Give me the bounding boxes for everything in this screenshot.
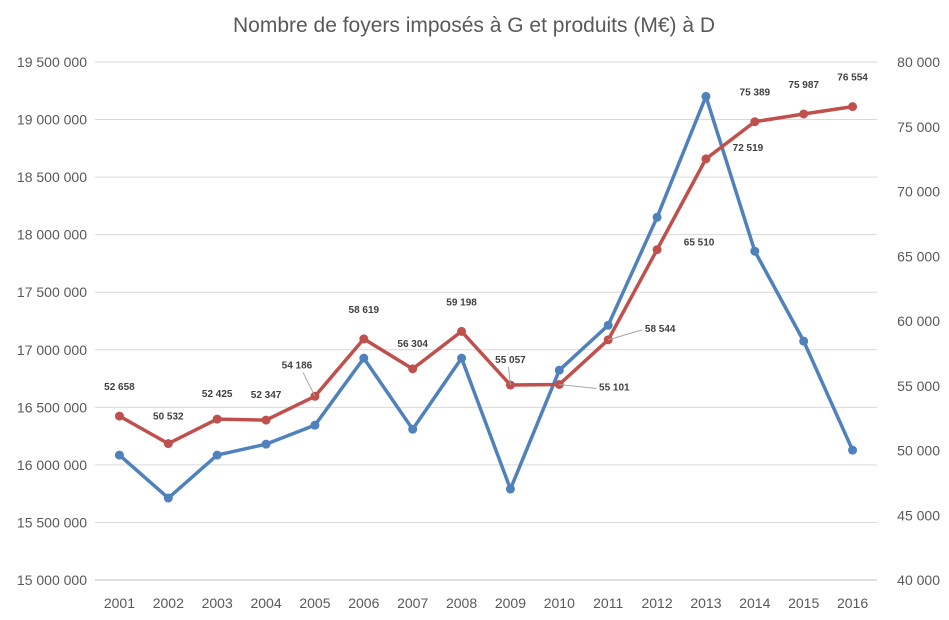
data-label: 59 198 <box>446 297 477 308</box>
y-left-tick-label: 15 500 000 <box>17 514 87 530</box>
series-line-produits <box>118 104 853 446</box>
data-point <box>408 364 418 374</box>
y-left-tick-label: 17 500 000 <box>17 284 87 300</box>
x-tick-label: 2002 <box>153 595 184 611</box>
y-right-tick-label: 60 000 <box>897 313 940 329</box>
data-label: 75 987 <box>788 80 819 91</box>
data-point <box>799 109 809 119</box>
data-point <box>261 415 271 425</box>
data-point <box>652 212 662 222</box>
y-left-tick-label: 19 000 000 <box>17 112 87 128</box>
y-right-tick-label: 45 000 <box>897 507 940 523</box>
leader-line <box>608 329 643 341</box>
x-tick-label: 2006 <box>348 595 379 611</box>
data-point <box>359 334 369 344</box>
data-label: 54 186 <box>282 360 313 371</box>
y-right-tick-label: 80 000 <box>897 54 940 70</box>
data-label: 75 389 <box>740 88 771 99</box>
x-tick-label: 2004 <box>250 595 281 611</box>
data-label: 56 304 <box>397 339 428 350</box>
data-point <box>750 246 760 256</box>
x-tick-label: 2014 <box>739 595 770 611</box>
data-label: 76 554 <box>837 73 868 84</box>
data-label: 52 347 <box>251 390 282 401</box>
data-point <box>701 154 711 164</box>
data-point <box>212 450 222 460</box>
x-tick-label: 2016 <box>837 595 868 611</box>
y-left-tick-label: 18 000 000 <box>17 227 87 243</box>
y-right-tick-label: 70 000 <box>897 184 940 200</box>
data-point <box>114 450 124 460</box>
data-point <box>750 117 760 127</box>
data-label: 65 510 <box>684 238 715 249</box>
y-left-tick-label: 16 000 000 <box>17 457 87 473</box>
x-tick-label: 2005 <box>299 595 330 611</box>
leader-line <box>302 372 316 397</box>
y-right-tick-label: 40 000 <box>897 572 940 588</box>
x-tick-label: 2007 <box>397 595 428 611</box>
data-point <box>799 336 809 346</box>
x-tick-label: 2012 <box>641 595 672 611</box>
data-label: 52 658 <box>104 382 135 393</box>
y-right-tick-label: 75 000 <box>897 119 940 135</box>
data-point <box>701 91 711 101</box>
data-label: 55 057 <box>495 355 526 366</box>
series-line-foyers <box>118 94 855 500</box>
x-tick-label: 2011 <box>593 595 623 611</box>
y-left-tick-label: 15 000 000 <box>17 572 87 588</box>
x-tick-label: 2001 <box>104 595 135 611</box>
x-tick-label: 2003 <box>202 595 233 611</box>
data-point <box>603 320 613 330</box>
data-point <box>163 439 173 449</box>
data-point <box>505 484 515 494</box>
y-right-tick-label: 50 000 <box>897 443 940 459</box>
y-left-tick-label: 16 500 000 <box>17 399 87 415</box>
data-label: 50 532 <box>153 412 184 423</box>
data-point <box>114 411 124 421</box>
chart-title: Nombre de foyers imposés à G et produits… <box>233 14 715 37</box>
data-point <box>359 353 369 363</box>
data-point <box>457 353 467 363</box>
data-label: 72 519 <box>733 143 764 154</box>
x-tick-label: 2009 <box>495 595 526 611</box>
data-point <box>212 414 222 424</box>
data-label: 58 544 <box>645 324 676 335</box>
data-point <box>652 245 662 255</box>
data-point <box>848 445 858 455</box>
data-label: 58 619 <box>349 305 380 316</box>
data-point <box>848 102 858 112</box>
data-point <box>457 326 467 336</box>
data-point <box>261 439 271 449</box>
x-tick-label: 2010 <box>544 595 575 611</box>
leader-line <box>559 383 597 389</box>
data-point <box>554 365 564 375</box>
leader-line <box>507 366 511 386</box>
y-right-tick-label: 65 000 <box>897 248 940 264</box>
data-point <box>310 420 320 430</box>
y-left-tick-label: 17 000 000 <box>17 342 87 358</box>
x-tick-label: 2008 <box>446 595 477 611</box>
y-right-tick-label: 55 000 <box>897 378 940 394</box>
data-label: 52 425 <box>202 389 233 400</box>
data-point <box>408 424 418 434</box>
y-left-tick-label: 18 500 000 <box>17 169 87 185</box>
x-tick-label: 2013 <box>690 595 721 611</box>
data-point <box>163 493 173 503</box>
y-left-tick-label: 19 500 000 <box>17 54 87 70</box>
x-tick-label: 2015 <box>788 595 819 611</box>
data-label: 55 101 <box>599 382 630 393</box>
